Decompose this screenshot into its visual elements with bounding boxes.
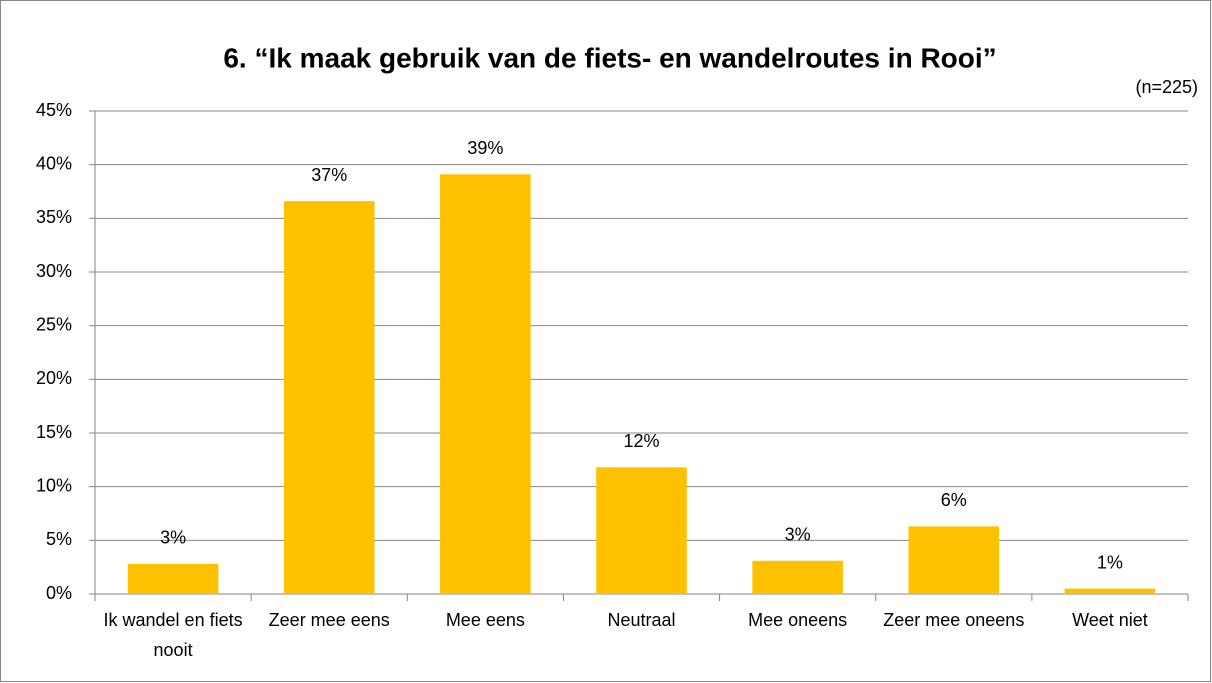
bar [752, 560, 843, 594]
y-tick-label: 10% [36, 475, 72, 495]
value-label: 39% [467, 138, 503, 158]
y-tick-label: 30% [36, 261, 72, 281]
y-tick-label: 5% [46, 529, 72, 549]
value-label: 1% [1097, 552, 1123, 572]
bar [283, 201, 375, 594]
bar [908, 526, 1000, 594]
bar [1064, 588, 1156, 594]
value-label: 37% [311, 165, 347, 185]
y-tick-label: 15% [36, 422, 72, 442]
value-label: 6% [941, 490, 967, 510]
bar [440, 174, 531, 594]
y-tick-label: 20% [36, 368, 72, 388]
x-tick-label: Mee oneens [748, 610, 848, 630]
y-tick-label: 40% [36, 153, 72, 173]
x-tick-label: Weet niet [1072, 610, 1148, 630]
x-tick-label: Zeer mee eens [268, 610, 390, 630]
y-tick-label: 25% [36, 314, 72, 334]
x-tick-label: Neutraal [607, 610, 676, 630]
x-tick-label: Ik wandel en fiets nooit [103, 610, 243, 660]
y-tick-label: 45% [36, 100, 72, 120]
y-tick-label: 35% [36, 207, 72, 227]
x-tick-label: Mee eens [445, 610, 525, 630]
chart-subtitle: (n=225) [1135, 77, 1198, 97]
x-tick-label: Zeer mee oneens [883, 610, 1025, 630]
chart-title: 6. “Ik maak gebruik van de fiets- en wan… [223, 42, 996, 73]
value-label: 3% [785, 524, 811, 544]
bar [127, 563, 219, 594]
value-label: 3% [160, 528, 186, 548]
y-tick-label: 0% [46, 583, 72, 603]
bar [596, 467, 687, 594]
value-label: 12% [623, 431, 659, 451]
